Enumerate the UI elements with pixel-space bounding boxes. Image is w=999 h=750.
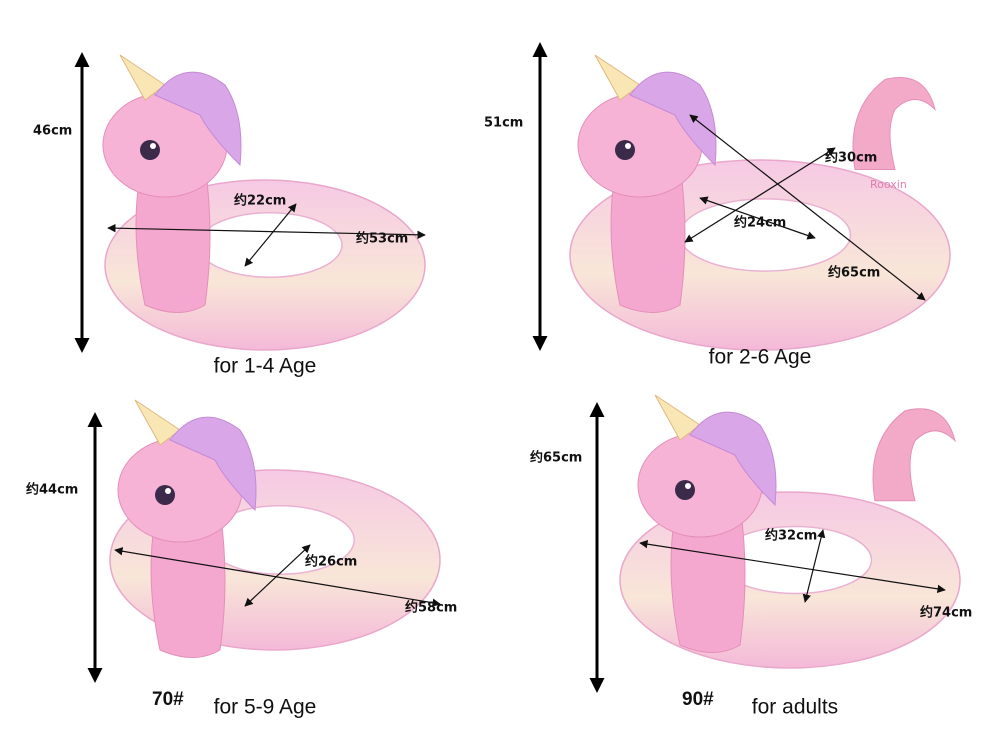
outer-label: 约58cm — [405, 600, 457, 616]
unicorn-mane — [689, 411, 777, 507]
inner-label: 约24cm — [734, 215, 786, 231]
unicorn-horn — [119, 54, 166, 101]
outer-arrow — [639, 540, 946, 593]
inner-label: 约26cm — [305, 554, 357, 570]
unicorn-eye-shine — [625, 143, 631, 149]
inner-label: 约22cm — [234, 193, 286, 209]
caption: for adults — [752, 696, 838, 719]
unicorn-eye — [675, 480, 695, 500]
model: 70# — [152, 689, 184, 710]
model: 90# — [682, 689, 714, 710]
inner-arrow — [802, 529, 826, 603]
outer-label: 约65cm — [828, 265, 880, 281]
unicorn-eye-shine — [165, 488, 171, 494]
caption: for 5-9 Age — [214, 696, 317, 719]
unicorn-horn — [594, 54, 641, 101]
float-hole — [678, 198, 852, 272]
inner-label: 约32cm — [765, 528, 817, 544]
unicorn-horn — [654, 394, 701, 441]
outer-arrow — [689, 114, 926, 301]
outer-label: 约53cm — [356, 231, 408, 247]
outer-label: 约74cm — [920, 605, 972, 621]
unicorn-eye — [615, 140, 635, 160]
caption: for 2-6 Age — [709, 346, 812, 369]
outer-arrow — [114, 547, 441, 607]
height-label: 51cm — [484, 116, 523, 131]
unicorn-mane — [169, 416, 257, 512]
height-label: 46cm — [33, 124, 72, 139]
depth-label: 约30cm — [825, 150, 877, 166]
tail — [872, 408, 956, 502]
height-label: 约44cm — [26, 482, 78, 498]
height-label: 约65cm — [530, 450, 582, 466]
inner-arrow — [244, 203, 297, 267]
unicorn-mane — [154, 71, 242, 167]
unicorn-eye-shine — [685, 483, 691, 489]
unicorn-eye — [140, 140, 160, 160]
brand: Rooxin — [870, 178, 907, 191]
unicorn-eye — [155, 485, 175, 505]
unicorn-eye-shine — [150, 143, 156, 149]
caption: for 1-4 Age — [214, 355, 317, 378]
unicorn-horn — [134, 399, 181, 446]
float-hole — [197, 211, 343, 279]
